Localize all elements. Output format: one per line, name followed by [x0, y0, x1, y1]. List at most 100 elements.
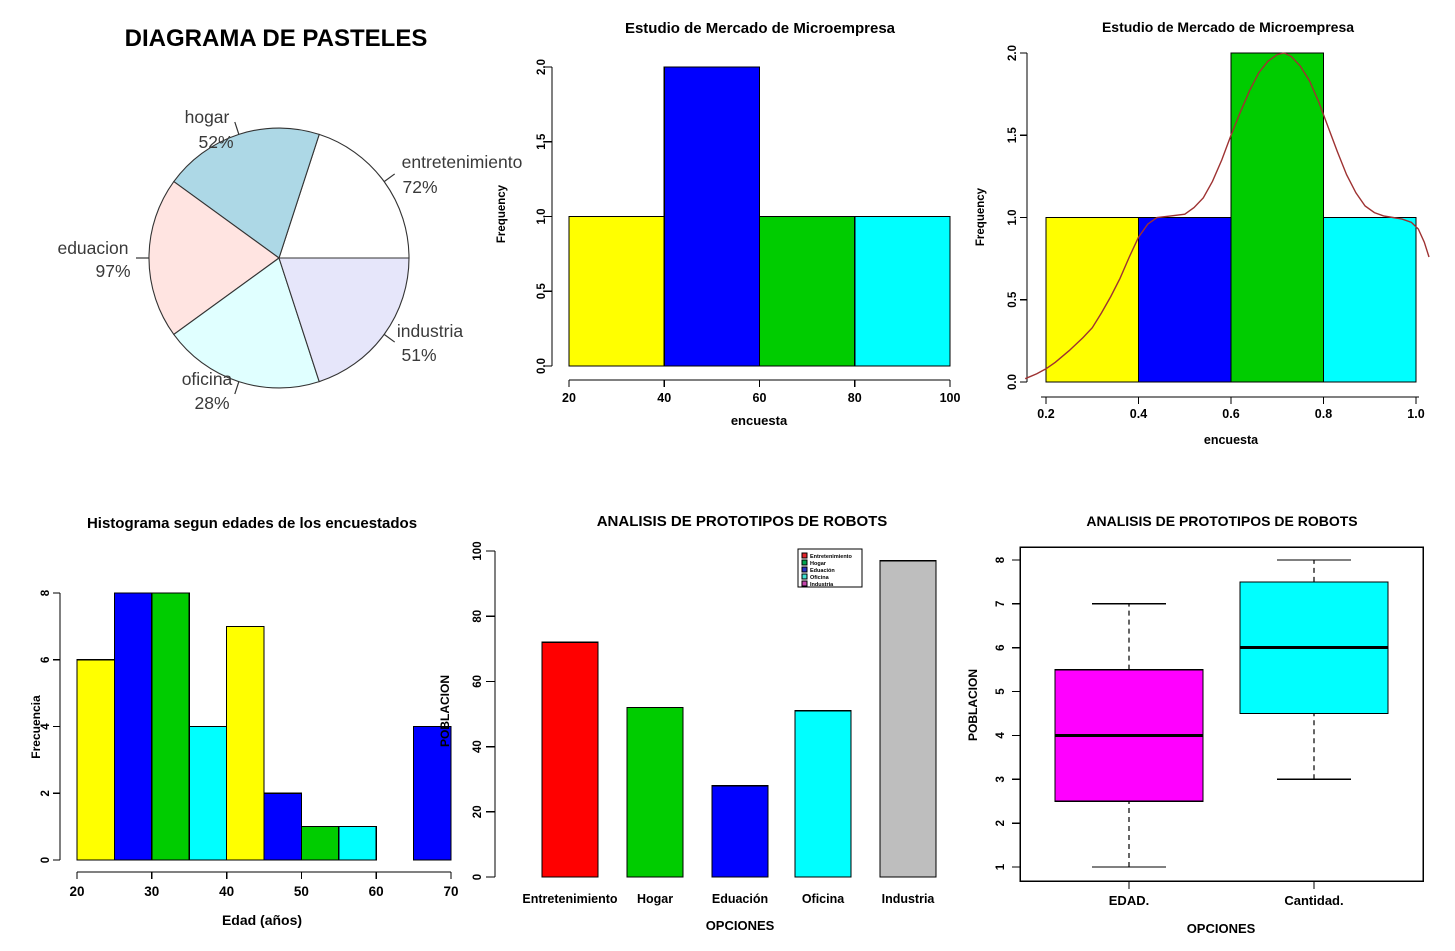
- pie-percent-oficina: 28%: [194, 393, 229, 413]
- x-tick-label: 30: [144, 884, 159, 899]
- hist-bar: [413, 725, 452, 861]
- hist-bar: [113, 592, 153, 861]
- y-tick-label: 6: [995, 645, 1007, 651]
- legend-label: Entretenimiento: [810, 554, 853, 560]
- bar-Eduación: [711, 785, 769, 878]
- category-label: Oficina: [802, 892, 845, 906]
- y-axis-label: Frecuencia: [29, 695, 43, 759]
- chart-title: ANALISIS DE PROTOTIPOS DE ROBOTS: [1086, 513, 1357, 529]
- pie-slice-entretenimiento: [278, 133, 410, 259]
- hist-bar: [1137, 216, 1232, 383]
- pie-label-oficina: oficina: [182, 369, 233, 389]
- hist-bar: [76, 659, 116, 861]
- x-axis-label: encuesta: [731, 413, 788, 428]
- y-tick-label: 4: [995, 732, 1007, 739]
- hist-bar: [1322, 216, 1417, 383]
- x-axis-label: Edad (años): [222, 912, 302, 928]
- legend-swatch: [801, 573, 808, 580]
- hist-bar: [1230, 52, 1325, 383]
- plot-frame: [1019, 546, 1424, 882]
- y-tick-label: 20: [472, 805, 484, 818]
- chart-title: Histograma segun edades de los encuestad…: [87, 515, 417, 532]
- x-tick-label: 0.8: [1315, 407, 1332, 421]
- legend-label: Oficina: [810, 575, 830, 581]
- y-tick-label: 2.0: [1007, 45, 1019, 61]
- y-axis-label: Frequency: [496, 184, 508, 243]
- hist-bar: [568, 215, 665, 367]
- x-tick-label: 70: [443, 884, 458, 899]
- bar-Industria: [879, 560, 937, 878]
- x-axis-label: OPCIONES: [706, 918, 775, 933]
- hist-bar: [188, 725, 228, 861]
- x-tick-label: 80: [848, 391, 862, 405]
- x-tick-label: 60: [753, 391, 767, 405]
- y-tick-label: 1: [995, 863, 1007, 870]
- x-tick-label: 100: [940, 391, 961, 405]
- legend-swatch: [801, 552, 808, 559]
- x-tick-label: 40: [657, 391, 671, 405]
- hist-bar: [758, 215, 856, 367]
- pie-label-eduacion: eduacion: [57, 238, 128, 258]
- y-tick-label: 6: [40, 657, 52, 663]
- category-label: EDAD.: [1109, 893, 1149, 908]
- x-tick-label: 50: [294, 884, 309, 899]
- bar-Oficina: [794, 710, 852, 878]
- legend-swatch: [801, 566, 808, 573]
- y-tick-label: 4: [40, 723, 52, 730]
- y-tick-label: 8: [40, 589, 52, 596]
- hist-bar: [338, 826, 377, 861]
- hist-bar: [1045, 216, 1140, 383]
- y-tick-label: 0.5: [1007, 291, 1019, 308]
- pie-percent-eduacion: 97%: [95, 261, 130, 281]
- y-axis-label: POBLACION: [966, 669, 980, 741]
- pie-slice-industria: [278, 257, 410, 383]
- y-tick-label: 2: [40, 790, 52, 796]
- hist-bar: [854, 215, 951, 367]
- y-axis-label: Frequency: [975, 187, 987, 246]
- y-tick-label: 100: [472, 541, 484, 560]
- y-tick-label: 8: [995, 556, 1007, 563]
- chart-title: Estudio de Mercado de Microempresa: [1102, 19, 1354, 35]
- legend-box: [797, 548, 863, 588]
- x-axis-label: OPCIONES: [1187, 921, 1256, 936]
- x-tick-label: 60: [369, 884, 384, 899]
- y-tick-label: 80: [472, 610, 484, 623]
- pie-slice-oficina: [173, 257, 320, 389]
- y-tick-label: 1.0: [536, 209, 548, 225]
- category-label: Industria: [882, 892, 936, 906]
- y-tick-label: 0.5: [536, 283, 548, 300]
- y-tick-label: 5: [995, 688, 1007, 695]
- y-tick-label: 0: [40, 857, 52, 863]
- hist-bar: [151, 592, 190, 861]
- y-tick-label: 1.5: [536, 133, 548, 150]
- category-label: Eduación: [712, 892, 768, 906]
- x-tick-label: 20: [69, 884, 84, 899]
- chart-title: ANALISIS DE PROTOTIPOS DE ROBOTS: [597, 513, 888, 530]
- x-tick-label: 40: [219, 884, 234, 899]
- pie-leader-line: [234, 381, 240, 395]
- category-label: Entretenimiento: [522, 892, 618, 906]
- pie-percent-hogar: 52%: [198, 132, 233, 152]
- pie-percent-entretenimiento: 72%: [402, 177, 437, 197]
- hist-bar: [300, 826, 340, 861]
- hist-bar: [263, 792, 303, 861]
- hist-bar: [226, 625, 265, 861]
- legend-swatch: [801, 559, 808, 566]
- category-label: Hogar: [637, 892, 673, 906]
- pie-label-entretenimiento: entretenimiento: [402, 152, 523, 172]
- x-tick-label: 0.4: [1130, 407, 1147, 421]
- y-tick-label: 2: [995, 820, 1007, 826]
- y-tick-label: 0.0: [536, 358, 548, 374]
- hist-bar: [663, 66, 761, 367]
- bar-Entretenimiento: [541, 641, 599, 878]
- y-tick-label: 1.0: [1007, 210, 1019, 226]
- y-tick-label: 2.0: [536, 59, 548, 75]
- pie-slice-hogar: [173, 127, 320, 259]
- x-tick-label: 20: [562, 391, 576, 405]
- y-axis-label: POBLACION: [438, 675, 452, 747]
- pie-percent-industria: 51%: [401, 345, 436, 365]
- x-tick-label: 0.2: [1037, 407, 1054, 421]
- y-tick-label: 0: [472, 874, 484, 880]
- pie-leader-line: [383, 333, 396, 343]
